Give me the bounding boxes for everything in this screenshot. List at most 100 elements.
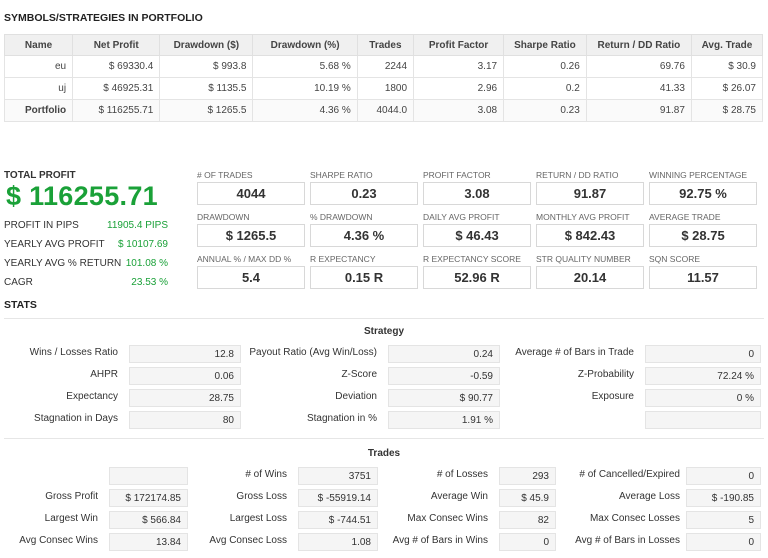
col-header-avg-trade[interactable]: Avg. Trade <box>690 34 764 56</box>
stat-label: Exposure <box>591 391 634 402</box>
trade-value-average-win: $ 45.9 <box>499 489 556 507</box>
total-profit-label: TOTAL PROFIT <box>4 170 76 181</box>
trade-value-gross-loss: $ -55919.14 <box>298 489 378 507</box>
cell-trades: 1800 <box>356 77 415 100</box>
metric-return-dd-ratio: RETURN / DD RATIO 91.87 <box>536 170 644 205</box>
metric-value: $ 1265.5 <box>197 224 305 247</box>
col-header-drawdown-usd[interactable]: Drawdown ($) <box>159 34 254 56</box>
metric-value: 52.96 R <box>423 266 531 289</box>
trade-value-avg-consec-wins: 13.84 <box>109 533 188 551</box>
stat-label: Expectancy <box>66 391 118 402</box>
metric-value: $ 28.75 <box>649 224 757 247</box>
cell-trades: 2244 <box>356 55 415 78</box>
summary-item-value: 101.08 % <box>125 258 168 269</box>
stat-value-stagnation-days: 80 <box>129 411 241 429</box>
metric-r-expectancy-score: R EXPECTANCY SCORE 52.96 R <box>423 254 531 289</box>
trade-value-num-losses: 293 <box>499 467 556 485</box>
metric-value: 3.08 <box>423 182 531 205</box>
cell-net-profit: $ 46925.31 <box>72 77 161 100</box>
col-header-return-dd-ratio[interactable]: Return / DD Ratio <box>585 34 692 56</box>
table-row: eu $ 69330.4 $ 993.8 5.68 % 2244 3.17 0.… <box>3 55 764 78</box>
trade-value-max-consec-wins: 82 <box>499 511 556 529</box>
metric-value: 92.75 % <box>649 182 757 205</box>
col-header-net-profit[interactable]: Net Profit <box>72 34 161 56</box>
summary-item-value: 23.53 % <box>131 277 168 288</box>
cell-drawdown-usd: $ 1135.5 <box>159 77 254 100</box>
col-header-drawdown-pct[interactable]: Drawdown (%) <box>252 34 358 56</box>
cell-net-profit: $ 116255.71 <box>72 99 161 122</box>
cell-profit-factor: 2.96 <box>413 77 505 100</box>
trade-label: Average Win <box>430 491 488 502</box>
trades-title: Trades <box>367 448 401 459</box>
metric-value: $ 46.43 <box>423 224 531 247</box>
trade-label: Gross Loss <box>236 491 287 502</box>
trade-value-average-loss: $ -190.85 <box>686 489 761 507</box>
trade-value-empty <box>109 467 188 485</box>
cell-name: eu <box>3 55 74 78</box>
metric-drawdown: DRAWDOWN $ 1265.5 <box>197 212 305 247</box>
trade-value-num-wins: 3751 <box>298 467 378 485</box>
trade-value-avg-bars-wins: 0 <box>499 533 556 551</box>
metric-value: 20.14 <box>536 266 644 289</box>
cell-drawdown-usd: $ 1265.5 <box>159 99 254 122</box>
stat-value-payout-ratio: 0.24 <box>388 345 500 363</box>
trade-label: Largest Win <box>44 513 98 524</box>
metric-value: 0.15 R <box>310 266 418 289</box>
stat-value-avg-bars-in-trade: 0 <box>645 345 761 363</box>
metric-label: # OF TRADES <box>197 170 253 180</box>
cell-drawdown-pct: 10.19 % <box>252 77 358 100</box>
trade-value-avg-bars-losses: 0 <box>686 533 761 551</box>
metric-label: RETURN / DD RATIO <box>536 170 619 180</box>
metric-label: PROFIT FACTOR <box>423 170 491 180</box>
table-row: uj $ 46925.31 $ 1135.5 10.19 % 1800 2.96… <box>3 77 764 100</box>
stat-value-z-score: -0.59 <box>388 367 500 385</box>
metric-value: $ 842.43 <box>536 224 644 247</box>
stat-label: Z-Probability <box>577 369 634 380</box>
metric-label: STR QUALITY NUMBER <box>536 254 631 264</box>
metric-num-trades: # OF TRADES 4044 <box>197 170 305 205</box>
cell-avg-trade: $ 30.9 <box>690 55 764 78</box>
metric-label: ANNUAL % / MAX DD % <box>197 254 292 264</box>
stat-label: Stagnation in % <box>306 413 377 424</box>
metric-label: AVERAGE TRADE <box>649 212 721 222</box>
metric-winning-percentage: WINNING PERCENTAGE 92.75 % <box>649 170 757 205</box>
metric-average-trade: AVERAGE TRADE $ 28.75 <box>649 212 757 247</box>
col-header-trades[interactable]: Trades <box>356 34 415 56</box>
stat-label: Deviation <box>335 391 377 402</box>
trade-label: Avg Consec Wins <box>19 535 98 546</box>
cell-return-dd: 41.33 <box>585 77 692 100</box>
stat-value-exposure: 0 % <box>645 389 761 407</box>
summary-item-value: 11905.4 PIPS <box>107 220 168 231</box>
col-header-sharpe-ratio[interactable]: Sharpe Ratio <box>503 34 587 56</box>
cell-trades: 4044.0 <box>356 99 415 122</box>
trade-label: Largest Loss <box>229 513 287 524</box>
summary-item-label: YEARLY AVG % RETURN <box>4 258 122 269</box>
portfolio-title: SYMBOLS/STRATEGIES IN PORTFOLIO <box>4 12 203 24</box>
cell-drawdown-usd: $ 993.8 <box>159 55 254 78</box>
stat-label: Wins / Losses Ratio <box>29 347 118 358</box>
col-header-profit-factor[interactable]: Profit Factor <box>413 34 505 56</box>
stat-value-z-probability: 72.24 % <box>645 367 761 385</box>
trade-label: Max Consec Wins <box>407 513 488 524</box>
trade-value-avg-consec-loss: 1.08 <box>298 533 378 551</box>
metric-label: DAILY AVG PROFIT <box>423 212 500 222</box>
total-profit-value: $ 116255.71 <box>6 181 158 211</box>
stat-value-ahpr: 0.06 <box>129 367 241 385</box>
col-header-name[interactable]: Name <box>3 34 74 56</box>
metric-pct-drawdown: % DRAWDOWN 4.36 % <box>310 212 418 247</box>
trade-value-gross-profit: $ 172174.85 <box>109 489 188 507</box>
cell-avg-trade: $ 28.75 <box>690 99 764 122</box>
metric-value: 0.23 <box>310 182 418 205</box>
metric-monthly-avg-profit: MONTHLY AVG PROFIT $ 842.43 <box>536 212 644 247</box>
trade-label: Gross Profit <box>45 491 98 502</box>
metric-label: % DRAWDOWN <box>310 212 373 222</box>
cell-sharpe-ratio: 0.2 <box>503 77 587 100</box>
portfolio-header-row: Name Net Profit Drawdown ($) Drawdown (%… <box>3 34 764 56</box>
trade-label: # of Wins <box>245 469 287 480</box>
trade-label: Average Loss <box>619 491 680 502</box>
metric-label: SHARPE RATIO <box>310 170 373 180</box>
stat-label: Average # of Bars in Trade <box>515 347 634 358</box>
metric-label: SQN SCORE <box>649 254 701 264</box>
summary-item-label: PROFIT IN PIPS <box>4 220 79 231</box>
stat-label: Z-Score <box>341 369 377 380</box>
